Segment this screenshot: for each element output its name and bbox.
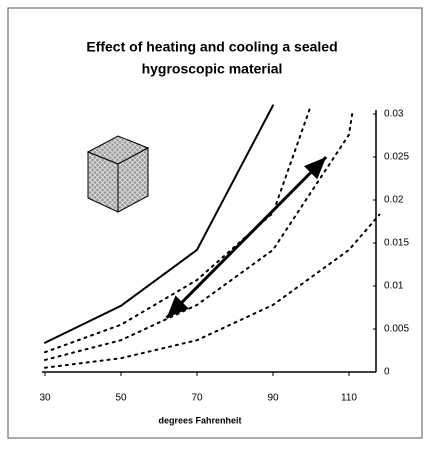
line: [44, 213, 381, 369]
x-tick-label: 90: [267, 393, 279, 404]
y-tick-label: 0.005: [384, 324, 409, 335]
x-axis-label: degrees Fahrenheit: [158, 415, 241, 425]
line: [44, 104, 274, 344]
chart-title: hygroscopic material: [142, 61, 283, 77]
x-tick-label: 30: [39, 393, 51, 404]
x-tick-label: 110: [341, 393, 357, 404]
y-tick-label: 0.025: [384, 152, 409, 163]
y-tick-label: 0: [384, 367, 390, 378]
y-tick-label: 0.015: [384, 238, 409, 249]
x-tick-label: 70: [191, 393, 203, 404]
frame: [7, 7, 423, 439]
line: [44, 104, 312, 354]
y-tick-label: 0.02: [384, 195, 404, 206]
line: [44, 108, 354, 361]
y-tick-label: 0.01: [384, 281, 404, 292]
arrow: [165, 155, 328, 319]
cube-icon: [86, 135, 150, 213]
x-tick-label: 50: [115, 393, 127, 404]
chart-title: Effect of heating and cooling a sealed: [86, 39, 337, 55]
arrow-head: [303, 157, 327, 180]
y-tick-label: 0.03: [384, 109, 404, 120]
arrow-head: [166, 295, 189, 318]
